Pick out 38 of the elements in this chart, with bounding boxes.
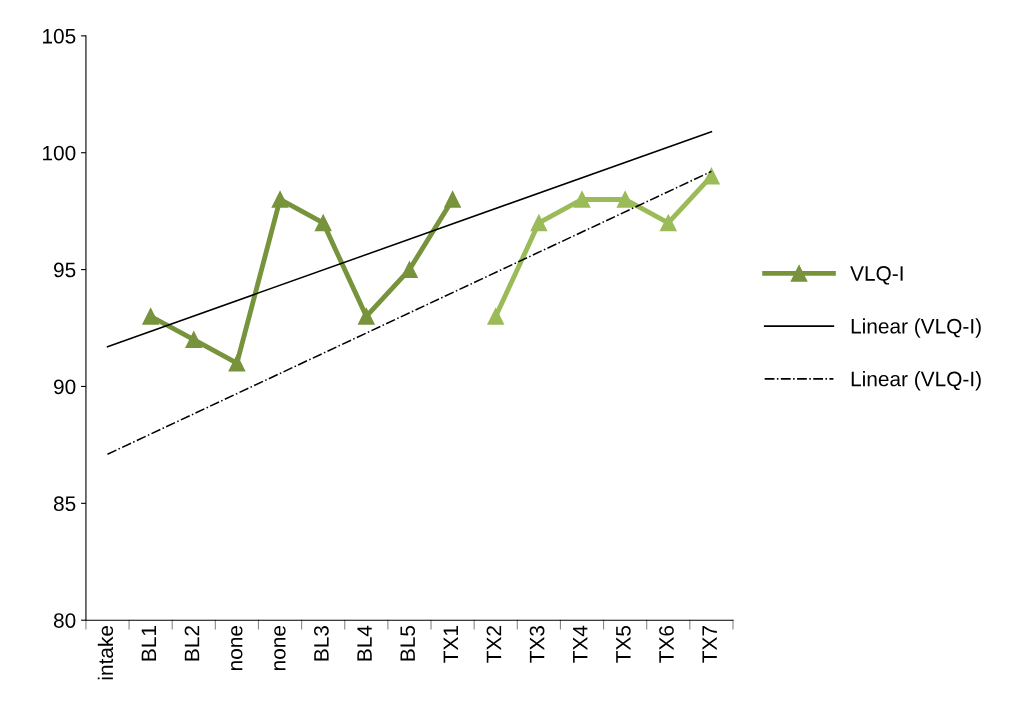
x-tick-label: TX4 — [573, 625, 588, 663]
x-tick-label: BL5 — [400, 625, 416, 661]
x-tick-label: none — [231, 625, 243, 671]
x-tick-label: BL4 — [357, 625, 372, 661]
point — [530, 214, 548, 232]
x-tick-label: BL3 — [314, 625, 329, 661]
point — [487, 308, 505, 325]
point — [314, 214, 332, 232]
x-tick-label: TX5 — [616, 625, 631, 663]
x-tick-label: TX6 — [659, 625, 674, 663]
point — [271, 191, 289, 208]
point — [401, 261, 418, 278]
x-tick-label: BL2 — [184, 626, 200, 661]
y-tick-label: 95 — [54, 262, 76, 278]
y-tick-label: 100 — [43, 145, 76, 161]
x-tick-label: TX2 — [486, 626, 502, 663]
legend-label: Linear (VLQ-I) — [851, 371, 981, 391]
point — [444, 191, 461, 208]
point — [142, 308, 159, 325]
x-tick-label: TX3 — [529, 625, 545, 663]
point — [703, 167, 720, 185]
x-tick-label: TX7 — [702, 626, 717, 663]
x-tick-label: BL1 — [141, 626, 157, 661]
y-tick-label: 90 — [54, 379, 76, 395]
point — [357, 308, 375, 325]
x-tick-label: intake — [97, 625, 114, 680]
legend-label: Linear (VLQ-I) — [851, 318, 981, 338]
point — [573, 191, 591, 208]
y-tick-label: 105 — [43, 28, 76, 44]
x-tick-label: TX1 — [443, 626, 458, 663]
point — [659, 214, 677, 232]
x-tick-label: none — [274, 625, 286, 671]
point — [228, 354, 246, 372]
y-tick-label: 80 — [53, 613, 76, 628]
y-tick-label: 85 — [53, 496, 76, 512]
point — [616, 191, 634, 208]
legend-label: VLQ-I — [850, 266, 903, 285]
point — [185, 331, 203, 349]
